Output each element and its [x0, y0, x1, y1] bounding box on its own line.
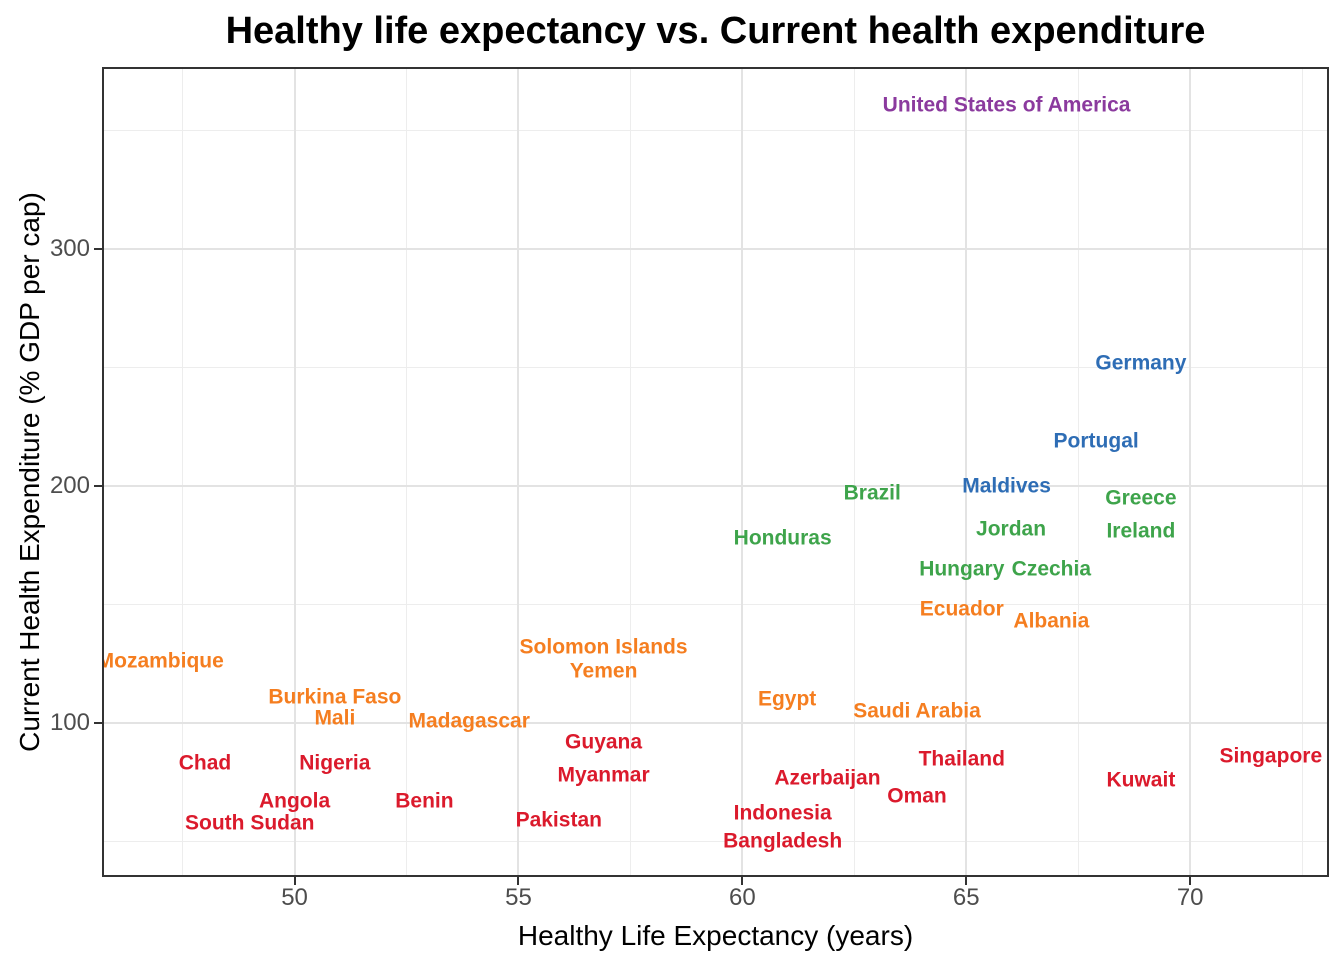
country-label-angola: Angola	[258, 789, 331, 813]
country-label-nigeria: Nigeria	[299, 751, 371, 775]
gridline-x-major-70	[1189, 67, 1192, 877]
x-tick-label-50: 50	[281, 884, 308, 911]
country-label-brazil: Brazil	[843, 481, 901, 505]
country-label-germany: Germany	[1095, 351, 1187, 375]
gridline-y-minor-350	[102, 130, 1329, 132]
country-label-burkina-faso: Burkina Faso	[268, 685, 402, 709]
x-tick-60	[741, 877, 744, 885]
country-label-hungary: Hungary	[919, 557, 1005, 581]
country-label-yemen: Yemen	[569, 659, 638, 683]
country-label-ecuador: Ecuador	[919, 597, 1004, 621]
country-label-singapore: Singapore	[1219, 744, 1323, 768]
country-label-greece: Greece	[1105, 486, 1177, 510]
gridline-y-major-300	[102, 248, 1329, 251]
gridline-x-major-65	[965, 67, 968, 877]
country-label-myanmar: Myanmar	[557, 763, 650, 787]
x-tick-label-60: 60	[729, 884, 756, 911]
gridline-y-major-100	[102, 722, 1329, 725]
gridline-x-minor-52.5	[406, 67, 407, 877]
country-label-madagascar: Madagascar	[408, 709, 530, 733]
gridline-x-major-55	[517, 67, 520, 877]
y-tick-label-100: 100	[49, 709, 90, 737]
country-label-chad: Chad	[178, 751, 232, 775]
country-label-bangladesh: Bangladesh	[723, 829, 843, 853]
country-label-albania: Albania	[1013, 609, 1090, 633]
country-label-portugal: Portugal	[1053, 429, 1139, 453]
country-label-azerbaijan: Azerbaijan	[774, 766, 881, 790]
country-label-czechia: Czechia	[1011, 557, 1092, 581]
country-label-mozambique: Mozambique	[102, 649, 224, 673]
gridline-y-minor-250	[102, 367, 1329, 369]
gridline-x-minor-67.5	[1077, 67, 1079, 877]
y-tick-200	[94, 485, 102, 488]
country-label-indonesia: Indonesia	[733, 801, 832, 825]
gridline-y-minor-150	[102, 604, 1329, 606]
country-label-united-states-of-america: United States of America	[882, 93, 1131, 117]
gridline-y-minor-50	[102, 840, 1329, 842]
gridline-x-major-50	[293, 67, 296, 877]
country-label-honduras: Honduras	[733, 526, 832, 550]
country-label-egypt: Egypt	[757, 687, 817, 711]
y-tick-300	[94, 248, 102, 251]
country-label-mali: Mali	[314, 706, 356, 730]
x-tick-label-65: 65	[952, 884, 980, 911]
y-tick-label-200: 200	[49, 472, 90, 500]
gridline-x-major-60	[741, 67, 744, 877]
country-label-south-sudan: South Sudan	[185, 811, 315, 835]
country-label-benin: Benin	[395, 789, 454, 813]
y-tick-label-300: 300	[49, 235, 90, 263]
country-label-ireland: Ireland	[1106, 519, 1176, 543]
country-label-pakistan: Pakistan	[515, 808, 602, 832]
country-label-thailand: Thailand	[918, 747, 1005, 771]
x-tick-65	[965, 877, 968, 885]
gridline-y-major-200	[102, 485, 1329, 488]
country-label-maldives: Maldives	[962, 474, 1051, 498]
country-label-guyana: Guyana	[565, 730, 643, 754]
x-tick-50	[293, 877, 296, 885]
country-label-saudi-arabia: Saudi Arabia	[853, 699, 981, 723]
gridline-x-minor-72.5	[1301, 67, 1303, 877]
y-tick-100	[94, 722, 102, 725]
gridline-x-minor-57.5	[629, 67, 631, 877]
chart-title: Healthy life expectancy vs. Current heal…	[225, 10, 1206, 52]
plot-panel: United States of America Germany Portugal M…	[102, 67, 1329, 877]
country-label-jordan: Jordan	[976, 517, 1047, 541]
country-label-solomon-islands: Solomon Islands	[519, 635, 688, 659]
x-tick-55	[517, 877, 520, 885]
gridline-x-minor-47.5	[182, 67, 184, 877]
country-label-oman: Oman	[887, 784, 947, 808]
country-label-kuwait: Kuwait	[1106, 768, 1176, 792]
x-tick-label-70: 70	[1176, 884, 1204, 911]
x-axis-title: Healthy Life Expectancy (years)	[517, 920, 914, 951]
x-tick-70	[1189, 877, 1192, 885]
gridline-x-minor-62.5	[853, 67, 855, 877]
x-tick-label-55: 55	[505, 884, 532, 911]
